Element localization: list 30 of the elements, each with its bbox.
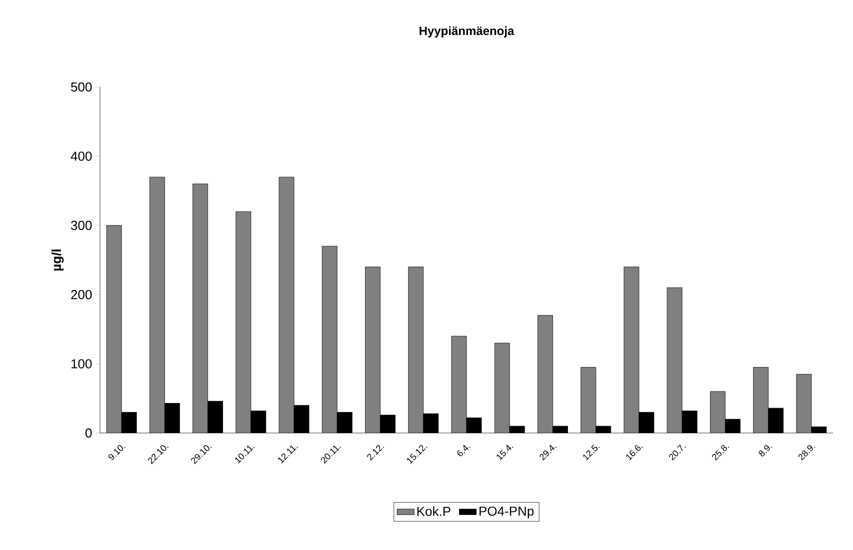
- bar: [494, 343, 510, 433]
- chart-title: Hyypiänmäenoja: [420, 26, 514, 38]
- bar: [667, 288, 682, 433]
- y-tick-label: 0: [85, 428, 92, 438]
- bar: [538, 315, 553, 433]
- bar: [150, 176, 165, 433]
- bar: [796, 374, 812, 433]
- bar: [753, 367, 768, 433]
- y-tick-label: 400: [70, 152, 92, 161]
- x-tick-label: 6.4.: [457, 444, 470, 456]
- x-tick-label: 8.9.: [758, 445, 772, 456]
- bar: [365, 266, 380, 433]
- legend-label: PO4-PNp: [480, 506, 534, 518]
- y-tick-label: 100: [72, 359, 92, 368]
- bar: [236, 212, 251, 433]
- y-tick-label: 500: [71, 82, 92, 92]
- bar: [322, 246, 338, 433]
- legend-label: Kok.P: [417, 506, 450, 516]
- bar: [580, 367, 596, 433]
- bar: [710, 391, 726, 433]
- bar: [452, 336, 467, 433]
- x-tick-label: 9.10.: [108, 445, 126, 460]
- bar: [192, 184, 208, 433]
- y-axis-title: µg/l: [51, 250, 64, 270]
- y-tick-label: 300: [71, 220, 92, 230]
- bar: [279, 176, 294, 433]
- bar: [106, 225, 122, 433]
- bar: [408, 266, 424, 433]
- y-tick-label: 200: [71, 290, 92, 300]
- bar: [624, 266, 639, 433]
